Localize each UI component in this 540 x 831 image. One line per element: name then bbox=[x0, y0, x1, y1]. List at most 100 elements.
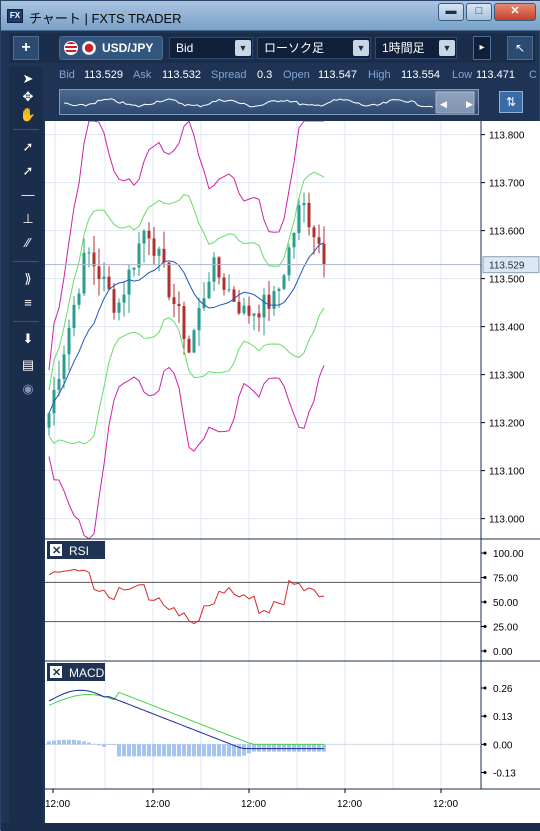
line-icon[interactable]: ➚ bbox=[17, 161, 39, 181]
candle-body bbox=[128, 270, 131, 295]
arrow-up-left-icon: ↖ bbox=[515, 41, 525, 55]
candle-body bbox=[248, 306, 251, 316]
title-bar[interactable]: FX チャート | FXTS TRADER ▬ □ ✕ bbox=[1, 1, 540, 31]
macd-histogram-bar bbox=[297, 744, 301, 751]
candle-body bbox=[213, 257, 216, 281]
fan-icon[interactable]: ⟫ bbox=[17, 269, 39, 289]
crosshair-move-icon[interactable]: ✥ bbox=[17, 87, 39, 107]
cursor-icon[interactable]: ➤ bbox=[17, 69, 39, 89]
detach-button[interactable]: ↖ bbox=[507, 36, 533, 60]
symbol-button[interactable]: USD/JPY bbox=[59, 36, 163, 60]
rsi-line bbox=[49, 569, 324, 623]
candle-body bbox=[73, 305, 76, 328]
macd-histogram-bar bbox=[177, 744, 181, 756]
candle-body bbox=[158, 249, 161, 256]
pin-icon[interactable]: ➚ bbox=[17, 137, 39, 157]
macd-histogram-bar bbox=[257, 744, 261, 751]
macd-histogram-bar bbox=[182, 744, 186, 756]
candle-body bbox=[48, 413, 51, 427]
candle-body bbox=[263, 295, 266, 318]
price-type-select[interactable]: Bid ▼ bbox=[169, 37, 253, 59]
macd-histogram-bar bbox=[52, 741, 56, 745]
candle-body bbox=[153, 238, 156, 255]
bollinger-upper-2 bbox=[49, 121, 324, 370]
chevron-down-icon: ▼ bbox=[235, 40, 251, 56]
ask-value: 113.532 bbox=[162, 69, 201, 81]
macd-histogram-bar bbox=[267, 744, 271, 751]
candle-body bbox=[278, 289, 281, 291]
navigator-sparkline: ◀ ▶ bbox=[60, 90, 480, 116]
add-chart-button[interactable]: + bbox=[13, 36, 39, 60]
chevron-down-icon: ▼ bbox=[439, 40, 455, 56]
candle-body bbox=[133, 268, 136, 270]
channel-icon[interactable]: ∕∕ bbox=[17, 233, 39, 253]
candle-body bbox=[308, 203, 311, 227]
fib-icon[interactable]: ≡ bbox=[17, 293, 39, 313]
time-tick-label: 12:00 bbox=[145, 799, 170, 810]
candle-body bbox=[298, 205, 301, 233]
macd-histogram-bar bbox=[102, 744, 106, 747]
candle-body bbox=[208, 282, 211, 299]
time-tick-label: 12:00 bbox=[45, 799, 70, 810]
camera-icon[interactable]: ◉ bbox=[17, 379, 39, 399]
close-icon: ✕ bbox=[510, 5, 519, 17]
svg-text:▶: ▶ bbox=[466, 99, 473, 109]
maximize-icon: □ bbox=[476, 5, 483, 17]
candle-body bbox=[173, 297, 176, 304]
macd-histogram-bar bbox=[72, 740, 76, 744]
symbol-label: USD/JPY bbox=[102, 37, 153, 59]
candle-body bbox=[268, 295, 271, 309]
bid-label: Bid bbox=[59, 69, 75, 81]
vline-icon[interactable]: ⊥ bbox=[17, 209, 39, 229]
maximize-button[interactable]: □ bbox=[466, 3, 492, 21]
list-icon[interactable]: ▤ bbox=[17, 355, 39, 375]
rsi-tick-label: 0.00 bbox=[493, 647, 513, 658]
macd-histogram-bar bbox=[77, 740, 81, 744]
hand-icon[interactable]: ✋ bbox=[17, 105, 39, 125]
candle-body bbox=[183, 306, 186, 339]
rsi-tick-label: 25.00 bbox=[493, 623, 518, 634]
minimize-button[interactable]: ▬ bbox=[438, 3, 464, 21]
expand-panel-button[interactable]: ⇅ bbox=[499, 91, 523, 113]
macd-histogram-bar bbox=[162, 744, 166, 756]
macd-histogram-bar bbox=[167, 744, 171, 756]
hline-icon[interactable]: — bbox=[17, 185, 39, 205]
chart-type-value: ローソク足 bbox=[264, 41, 324, 55]
close-button[interactable]: ✕ bbox=[494, 3, 536, 21]
macd-histogram-bar bbox=[312, 744, 316, 751]
download-icon[interactable]: ⬇ bbox=[17, 329, 39, 349]
macd-histogram-bar bbox=[227, 744, 231, 756]
macd-histogram-bar bbox=[137, 744, 141, 756]
svg-text:◀: ◀ bbox=[440, 99, 447, 109]
chart-canvas: 113.800113.700113.600113.500113.400113.3… bbox=[45, 121, 540, 823]
candle-body bbox=[63, 354, 66, 379]
spread-label: Spread bbox=[211, 69, 246, 81]
macd-signal-line bbox=[49, 692, 324, 744]
candle-body bbox=[68, 328, 71, 354]
candle-body bbox=[193, 330, 196, 352]
low-value: 113.471 bbox=[476, 69, 515, 81]
candle-body bbox=[323, 244, 326, 265]
minimize-icon: ▬ bbox=[446, 5, 457, 17]
current-price-label: 113.529 bbox=[489, 261, 525, 272]
scroll-right-button[interactable]: ▸ bbox=[473, 36, 491, 60]
close-label: C bbox=[529, 69, 537, 81]
macd-histogram-bar bbox=[152, 744, 156, 756]
macd-tick-label: 0.26 bbox=[493, 684, 513, 695]
price-tick-label: 113.100 bbox=[489, 467, 525, 478]
macd-histogram-bar bbox=[262, 744, 266, 751]
time-tick-label: 12:00 bbox=[433, 799, 458, 810]
chart-navigator[interactable]: ◀ ▶ bbox=[59, 89, 479, 115]
macd-histogram-bar bbox=[282, 744, 286, 751]
macd-tick-label: 0.13 bbox=[493, 712, 513, 723]
macd-histogram-bar bbox=[157, 744, 161, 756]
macd-histogram-bar bbox=[207, 744, 211, 756]
timeframe-select[interactable]: 1時間足 ▼ bbox=[375, 37, 457, 59]
macd-histogram-bar bbox=[252, 744, 256, 751]
macd-histogram-bar bbox=[132, 744, 136, 756]
chart-type-select[interactable]: ローソク足 ▼ bbox=[257, 37, 371, 59]
candle-body bbox=[163, 249, 166, 263]
macd-histogram-bar bbox=[287, 744, 291, 751]
candle-body bbox=[113, 289, 116, 313]
